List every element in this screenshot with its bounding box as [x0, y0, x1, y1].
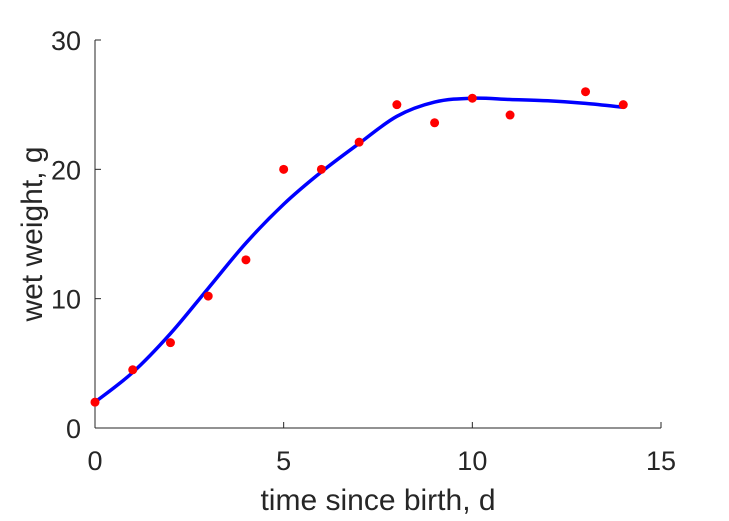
data-point	[618, 100, 628, 110]
data-point	[354, 137, 364, 147]
data-point	[430, 118, 440, 128]
x-tick-label: 0	[87, 446, 102, 476]
x-tick-label: 15	[646, 446, 676, 476]
data-point	[128, 365, 138, 375]
y-tick-label: 0	[66, 414, 81, 444]
y-axis-label: wet weight, g	[16, 146, 49, 322]
y-tick-label: 30	[51, 26, 81, 56]
data-point	[316, 164, 326, 174]
x-tick-label: 5	[276, 446, 291, 476]
data-point	[392, 100, 402, 110]
data-point	[241, 255, 251, 265]
tick-labels: 0 5 10 15 0 10 20 30	[51, 26, 676, 476]
data-point	[279, 164, 289, 174]
y-tick-label: 10	[51, 285, 81, 315]
ticks	[94, 39, 662, 429]
y-tick-label: 20	[51, 155, 81, 185]
x-tick-label: 10	[457, 446, 487, 476]
x-axis-label: time since birth, d	[260, 484, 495, 517]
data-point	[203, 291, 213, 301]
data-points-layer	[90, 87, 628, 407]
data-point	[581, 87, 591, 97]
data-point	[505, 110, 515, 120]
data-point	[165, 338, 175, 348]
data-point	[90, 397, 100, 407]
data-point	[467, 93, 477, 103]
